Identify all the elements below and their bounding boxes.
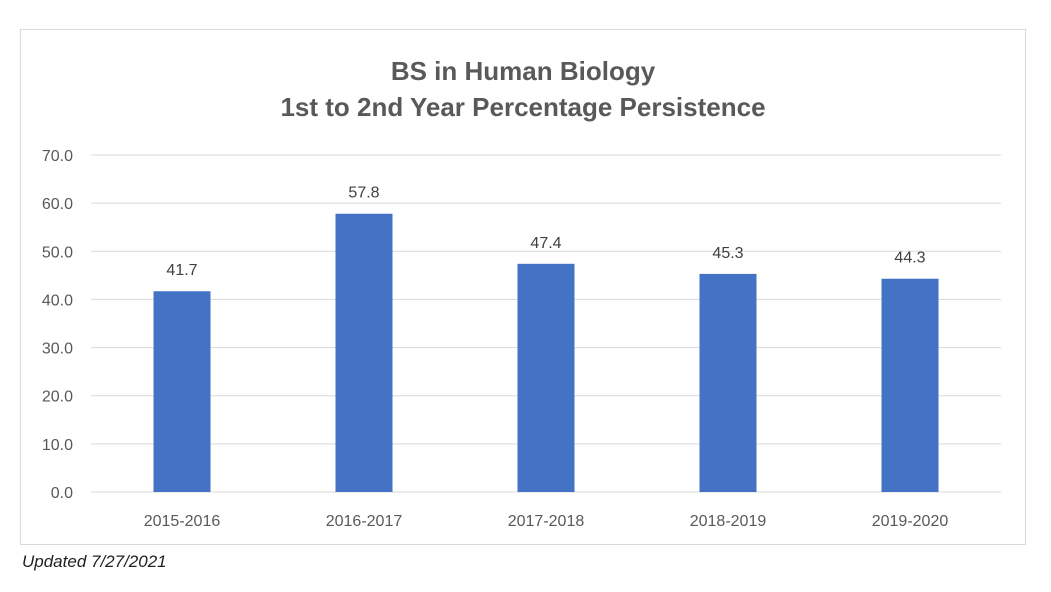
- updated-footnote: Updated 7/27/2021: [22, 552, 167, 571]
- bar: [153, 291, 211, 492]
- y-tick-label: 60.0: [42, 196, 73, 213]
- data-label: 45.3: [712, 245, 743, 262]
- y-tick-label: 20.0: [42, 389, 73, 406]
- bar: [335, 213, 393, 492]
- bar: [517, 263, 575, 492]
- y-tick-label: 70.0: [42, 148, 73, 165]
- y-tick-label: 30.0: [42, 341, 73, 358]
- bar: [881, 278, 939, 492]
- x-tick-label: 2015-2016: [144, 513, 221, 530]
- chart-title-block: BS in Human Biology 1st to 2nd Year Perc…: [0, 53, 1046, 125]
- x-tick-label: 2016-2017: [326, 513, 403, 530]
- x-tick-label: 2018-2019: [690, 513, 767, 530]
- y-tick-label: 50.0: [42, 244, 73, 261]
- data-label: 41.7: [166, 262, 197, 279]
- chart-title: BS in Human Biology: [390, 56, 656, 86]
- data-label: 57.8: [348, 185, 379, 202]
- y-tick-label: 10.0: [42, 437, 73, 454]
- data-label: 44.3: [894, 250, 925, 267]
- x-tick-label: 2017-2018: [508, 513, 585, 530]
- bar: [699, 273, 757, 492]
- y-tick-label: 0.0: [51, 485, 73, 502]
- x-tick-label: 2019-2020: [872, 513, 949, 530]
- chart-subtitle: 1st to 2nd Year Percentage Persistence: [280, 92, 766, 122]
- data-label: 47.4: [530, 235, 561, 252]
- y-tick-label: 40.0: [42, 292, 73, 309]
